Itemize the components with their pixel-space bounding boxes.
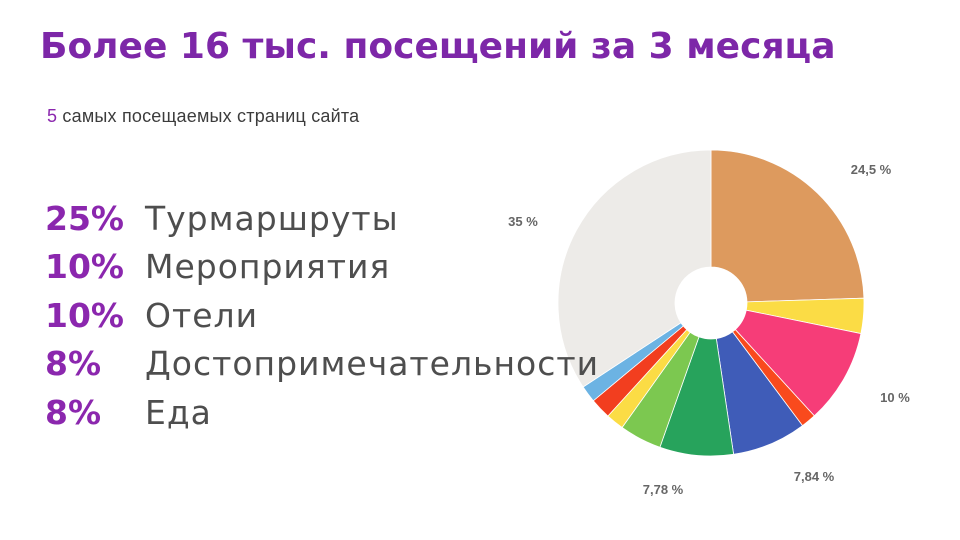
- stat-row: 25% Турмаршруты: [45, 194, 599, 243]
- pie-slice: [734, 309, 862, 417]
- stat-percent: 10%: [45, 295, 124, 335]
- slice-label: 24,5 %: [851, 162, 892, 177]
- stats-list: 25% Турмаршруты 10% Мероприятия 10% Отел…: [45, 194, 599, 437]
- slice-label: 7,78 %: [643, 482, 684, 497]
- stat-label: Мероприятия: [145, 247, 391, 287]
- pie-slice: [557, 149, 712, 388]
- slice-label: 7,84 %: [794, 469, 835, 484]
- subtitle-highlight-number: 5: [47, 106, 58, 126]
- stat-label: Отели: [145, 295, 259, 335]
- stat-percent: 8%: [45, 344, 102, 384]
- slice-label: 35 %: [508, 214, 538, 229]
- stat-label: Еда: [145, 392, 212, 432]
- subtitle-text: самых посещаемых страниц сайта: [57, 106, 360, 126]
- stat-percent: 10%: [45, 247, 124, 287]
- page-title: Более 16 тыс. посещений за 3 месяца: [40, 26, 836, 67]
- slice-label: 10 %: [880, 390, 910, 405]
- subtitle: 5 самых посещаемых страниц сайта: [47, 106, 359, 127]
- stat-row: 8% Достопримечательности: [45, 340, 599, 389]
- stat-label: Достопримечательности: [145, 344, 600, 384]
- pie-slice: [710, 149, 865, 303]
- stat-row: 10% Отели: [45, 291, 599, 340]
- stat-row: 8% Еда: [45, 388, 599, 437]
- stat-label: Турмаршруты: [145, 198, 399, 238]
- stat-percent: 8%: [45, 392, 102, 432]
- stat-row: 10% Мероприятия: [45, 243, 599, 292]
- stat-percent: 25%: [45, 198, 124, 238]
